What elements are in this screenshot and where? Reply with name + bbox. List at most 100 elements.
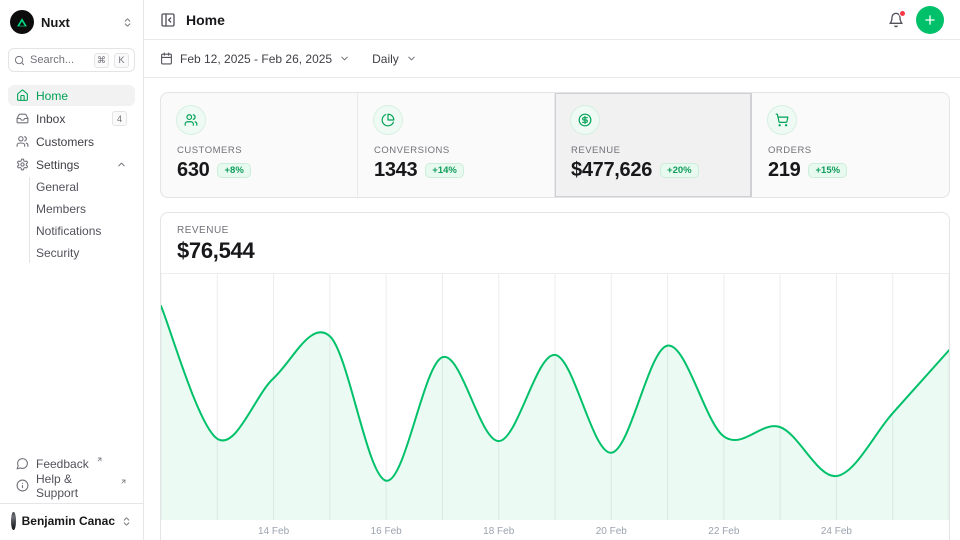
stat-delta-badge: +8%	[217, 162, 251, 179]
stat-label: REVENUE	[571, 145, 621, 156]
users-icon	[177, 106, 205, 134]
main-area: Home Feb 12, 2025 - Feb 26, 2025	[144, 0, 960, 540]
user-avatar	[11, 512, 16, 530]
feedback-link[interactable]: Feedback	[8, 453, 135, 474]
chart-metric-value: $76,544	[177, 238, 255, 263]
x-tick-label: 14 Feb	[257, 526, 290, 537]
top-navbar: Home	[144, 0, 960, 40]
users-icon	[16, 135, 29, 148]
sub-item-label: General	[36, 180, 79, 194]
x-tick-label: 16 Feb	[370, 526, 402, 537]
chart-x-ticks: 14 Feb 16 Feb 18 Feb 20 Feb 22 Feb 24 Feb	[161, 520, 949, 540]
sidebar-item-label: Settings	[36, 157, 80, 172]
revenue-chart-card: REVENUE $76,544 14 Feb 16 Feb 18 Feb 20 Feb…	[160, 212, 950, 540]
stat-customers[interactable]: CUSTOMERS 630 +8%	[161, 93, 358, 197]
stat-delta-badge: +14%	[425, 162, 464, 179]
stat-value: 1343	[374, 159, 418, 181]
inbox-icon	[16, 112, 29, 125]
bell-icon	[888, 12, 904, 28]
search-icon	[14, 55, 25, 66]
dashboard-content: CUSTOMERS 630 +8% CONVERSIONS 1343 +14%	[144, 78, 960, 540]
stat-value: $477,626	[571, 159, 653, 181]
panel-left-close-icon	[160, 12, 176, 28]
sidebar: Nuxt Search... ⌘ K Home	[0, 0, 144, 540]
page-title: Home	[186, 11, 225, 28]
chart-pie-icon	[374, 106, 402, 134]
stat-label: CONVERSIONS	[374, 145, 450, 156]
chevron-down-icon	[339, 53, 350, 64]
sidebar-item-label: Inbox	[36, 111, 66, 126]
sidebar-main: Nuxt Search... ⌘ K Home	[0, 0, 143, 503]
user-menu[interactable]: Benjamin Canac	[8, 510, 135, 532]
arrow-up-right-icon	[96, 456, 103, 463]
kbd-k: K	[114, 52, 129, 68]
stat-value: 219	[768, 159, 801, 181]
stat-label: CUSTOMERS	[177, 145, 243, 156]
sub-item-label: Notifications	[36, 224, 102, 238]
search-placeholder: Search...	[30, 54, 75, 66]
stat-delta-badge: +15%	[808, 162, 848, 179]
sub-item-label: Members	[36, 202, 87, 216]
arrow-up-right-icon	[120, 478, 127, 485]
x-tick-label: 18 Feb	[483, 526, 515, 537]
x-tick-label: 20 Feb	[595, 526, 627, 537]
nuxt-logo-icon	[10, 10, 34, 34]
stat-delta-badge: +20%	[660, 162, 699, 179]
circle-dollar-icon	[571, 106, 599, 134]
sidebar-item-home[interactable]: Home	[8, 85, 135, 106]
filters-toolbar: Feb 12, 2025 - Feb 26, 2025 Daily	[144, 40, 960, 78]
settings-subnav: General Members Notifications Security	[29, 177, 135, 263]
plus-icon	[923, 13, 937, 27]
sidebar-nav: Home Inbox 4 Customers Settings	[8, 85, 135, 265]
workspace-selector[interactable]: Nuxt	[8, 9, 135, 35]
chevron-down-icon	[406, 53, 417, 64]
sidebar-item-label: Home	[36, 88, 69, 103]
navbar-left: Home	[160, 12, 225, 28]
stat-orders[interactable]: ORDERS 219 +15%	[752, 93, 949, 197]
period-select[interactable]: Daily	[372, 52, 417, 66]
home-icon	[16, 89, 29, 102]
help-support-label: Help & Support	[36, 471, 79, 500]
sidebar-item-settings[interactable]: Settings	[8, 154, 135, 175]
chart-header: REVENUE $76,544	[161, 213, 949, 274]
sidebar-item-inbox[interactable]: Inbox 4	[8, 108, 135, 129]
stat-conversions[interactable]: CONVERSIONS 1343 +14%	[358, 93, 555, 197]
stat-revenue[interactable]: REVENUE $477,626 +20%	[555, 93, 752, 197]
stat-label: ORDERS	[768, 145, 812, 156]
info-icon	[16, 479, 29, 492]
x-tick-label: 24 Feb	[820, 526, 852, 537]
stats-row: CUSTOMERS 630 +8% CONVERSIONS 1343 +14%	[160, 92, 950, 198]
search-input[interactable]: Search... ⌘ K	[8, 48, 135, 72]
notifications-button[interactable]	[888, 9, 906, 28]
x-tick-label: 22 Feb	[708, 526, 740, 537]
kbd-cmd: ⌘	[94, 52, 109, 68]
unread-dot	[899, 9, 906, 17]
sidebar-item-customers[interactable]: Customers	[8, 131, 135, 152]
navbar-right	[888, 5, 944, 34]
calendar-icon	[160, 52, 173, 65]
sidebar-footer-links: Feedback Help & Support	[8, 453, 135, 500]
sidebar-item-security[interactable]: Security	[30, 243, 135, 263]
sidebar-item-general[interactable]: General	[30, 177, 135, 197]
sidebar-item-members[interactable]: Members	[30, 199, 135, 219]
sidebar-item-notifications[interactable]: Notifications	[30, 221, 135, 241]
date-range-value: Feb 12, 2025 - Feb 26, 2025	[180, 51, 333, 66]
revenue-area-chart[interactable]	[161, 274, 949, 520]
chart-metric-label: REVENUE	[177, 225, 229, 236]
period-value: Daily	[372, 51, 399, 66]
feedback-label: Feedback	[36, 456, 89, 471]
workspace-name: Nuxt	[41, 14, 70, 30]
collapse-sidebar-button[interactable]	[160, 12, 176, 28]
add-button[interactable]	[916, 5, 944, 34]
chevrons-up-down-icon	[121, 516, 132, 527]
shopping-cart-icon	[768, 106, 796, 134]
sidebar-user-section: Benjamin Canac	[0, 503, 143, 540]
sidebar-item-label: Customers	[36, 134, 95, 149]
date-range-picker[interactable]: Feb 12, 2025 - Feb 26, 2025	[160, 52, 350, 66]
user-name: Benjamin Canac	[21, 514, 115, 528]
stat-value: 630	[177, 159, 210, 181]
help-support-link[interactable]: Help & Support	[8, 472, 135, 500]
message-circle-icon	[16, 457, 29, 470]
chevrons-up-down-icon	[122, 17, 133, 28]
sub-item-label: Security	[36, 246, 80, 260]
